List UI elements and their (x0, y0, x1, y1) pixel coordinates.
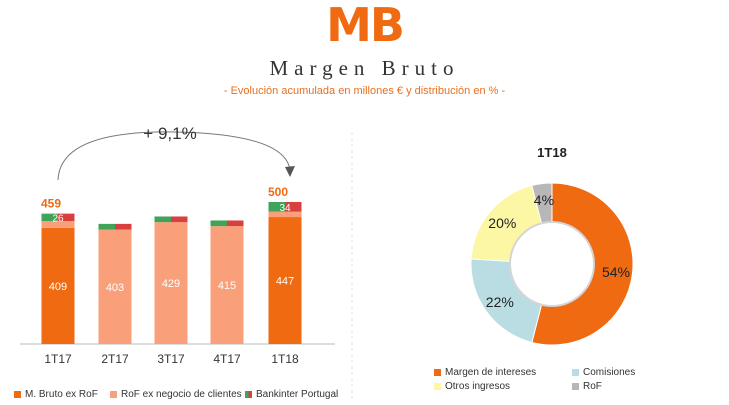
bar-bankinter-portugal (171, 216, 188, 223)
bar-group-4t17: 415 4T17 (210, 220, 244, 366)
bar-value-label: 34 (279, 203, 291, 214)
donut-value-label: 4% (534, 192, 554, 208)
legend-item-otros-ingresos: Otros ingresos (434, 381, 510, 392)
bar-bankinter-portugal (98, 223, 115, 230)
legend-label: Otros ingresos (445, 381, 511, 392)
bar-bankinter-portugal (58, 213, 75, 222)
bar-rof-clientes (210, 226, 244, 344)
bar-group-2t17: 403 2T17 (98, 223, 132, 366)
donut-value-label: 20% (488, 215, 516, 231)
legend-label: Bankinter Portugal (256, 389, 339, 400)
legend-swatch (434, 369, 441, 376)
legend-swatch (110, 391, 117, 398)
bar-value-label: 403 (106, 282, 124, 294)
legend-swatch (14, 391, 21, 398)
bar-bankinter-portugal (227, 220, 244, 227)
donut-value-label: 54% (602, 264, 630, 280)
bar-margen-ex-rof (41, 227, 75, 344)
growth-arrow-head (285, 166, 295, 177)
x-tick-label: 3T17 (157, 352, 185, 366)
legend-item-margen-intereses: Margen de intereses (434, 367, 536, 378)
donut-title: 1T18 (537, 145, 567, 160)
bar-chart: 409 26 459 1T17 403 2T17 429 3T17 415 4T17 447 34 50… (20, 124, 335, 366)
donut-chart: 1T18 54% 22% 20% 4% (470, 145, 634, 346)
bar-bankinter-portugal (285, 202, 302, 212)
bar-bankinter-portugal (41, 213, 58, 222)
bar-value-label: 415 (218, 280, 236, 292)
bar-value-label: 409 (49, 281, 67, 293)
legend-item-bankinter-portugal: Bankinter Portugal (245, 389, 338, 400)
legend-swatch (572, 369, 579, 376)
bar-margen-ex-rof (268, 217, 302, 344)
legend-item-comisiones: Comisiones (572, 367, 635, 378)
growth-annotation: + 9,1% (143, 124, 196, 143)
bar-rof-clientes (154, 222, 188, 344)
growth-arc (57, 131, 291, 181)
x-tick-label: 1T17 (44, 352, 72, 366)
legend-item-rof-clientes: RoF ex negocio de clientes (110, 389, 242, 400)
bar-value-label: 447 (276, 276, 294, 288)
bar-value-label: 26 (52, 213, 64, 224)
bar-bankinter-portugal (115, 223, 132, 230)
bar-value-label: 429 (162, 278, 180, 290)
legend-swatch (434, 383, 441, 390)
bar-rof-clientes (98, 229, 132, 344)
x-tick-label: 4T17 (213, 352, 241, 366)
bar-total-label: 459 (41, 197, 61, 211)
bar-rof-clientes (268, 211, 302, 218)
donut-inner-ring (509, 221, 595, 307)
legend-swatch (572, 383, 579, 390)
page-title: Margen Bruto (269, 56, 460, 80)
legend-label: RoF (583, 381, 602, 392)
donut-value-label: 22% (486, 294, 514, 310)
bank-logo: MB (326, 0, 405, 52)
legend-label: Margen de intereses (445, 367, 537, 378)
legend-item-m-bruto-ex-rof: M. Bruto ex RoF (14, 389, 98, 400)
legend-item-rof: RoF (572, 381, 602, 392)
legend-label: Comisiones (583, 367, 636, 378)
legend-swatch (245, 391, 252, 398)
x-tick-label: 2T17 (101, 352, 129, 366)
x-tick-label: 1T18 (271, 352, 299, 366)
bar-group-1t18: 447 34 500 1T18 (268, 185, 302, 366)
bar-bankinter-portugal (268, 202, 285, 212)
bar-total-label: 500 (268, 185, 288, 199)
legend-label: M. Bruto ex RoF (25, 389, 98, 400)
page-subtitle: - Evolución acumulada en millones € y di… (223, 85, 506, 97)
bar-bankinter-portugal (210, 220, 227, 227)
legend-label: RoF ex negocio de clientes (121, 389, 242, 400)
bar-bankinter-portugal (154, 216, 171, 223)
bar-rof-clientes (41, 221, 75, 228)
bar-group-1t17: 409 26 459 1T17 (41, 197, 75, 366)
bar-group-3t17: 429 3T17 (154, 216, 188, 366)
